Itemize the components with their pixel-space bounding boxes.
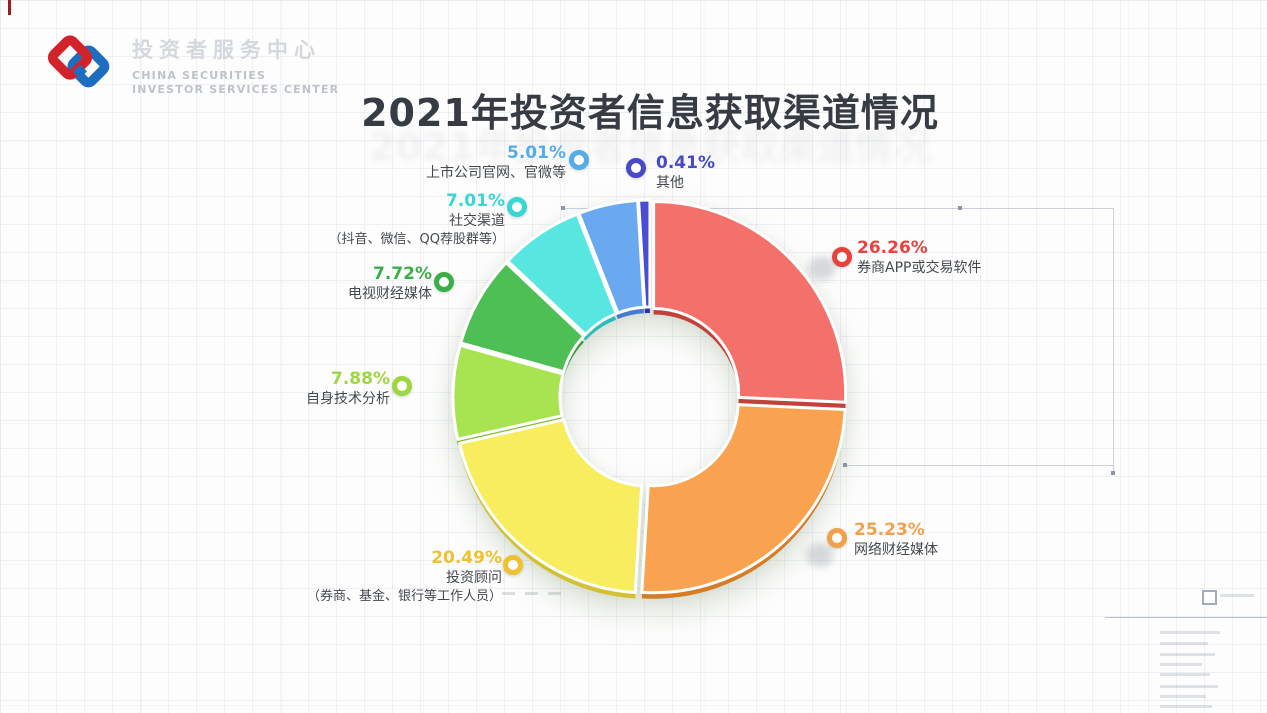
ghost-text-bar bbox=[1160, 705, 1212, 708]
ghost-dash bbox=[525, 592, 538, 595]
ghost-dash bbox=[502, 592, 515, 595]
guide-line-v1 bbox=[1113, 208, 1114, 473]
guide-line-h2 bbox=[845, 465, 1113, 466]
ghost-text-bar bbox=[1160, 685, 1218, 688]
slice-0 bbox=[652, 200, 848, 404]
slice-marker-3 bbox=[392, 376, 412, 396]
ghost-text-bar bbox=[1160, 631, 1220, 634]
brand: 投资者服务中心 CHINA SECURITIES INVESTOR SERVIC… bbox=[38, 28, 339, 100]
corner-tick bbox=[8, 0, 11, 15]
ghost-checkbox bbox=[1202, 590, 1217, 605]
brand-en-line1: CHINA SECURITIES bbox=[132, 69, 267, 82]
guide-dot bbox=[1111, 471, 1115, 475]
ghost-text-bar bbox=[1160, 653, 1215, 656]
guide-line-h1 bbox=[563, 208, 1113, 209]
slice-name: 自身技术分析 bbox=[306, 391, 390, 407]
ghost-text-bar bbox=[1160, 663, 1202, 666]
brand-logo-icon bbox=[47, 35, 110, 88]
ghost-text-bar bbox=[1160, 642, 1208, 645]
page-title-ghost: 2021年投资者信息获取渠道情况 bbox=[369, 125, 931, 169]
slice-label-3: 7.88% 自身技术分析 bbox=[306, 369, 390, 409]
ghost-text-bar bbox=[1220, 594, 1254, 597]
brand-text: 投资者服务中心 CHINA SECURITIES INVESTOR SERVIC… bbox=[132, 28, 339, 97]
brand-name-cn: 投资者服务中心 bbox=[132, 38, 321, 62]
brand-en-line2: INVESTOR SERVICES CENTER bbox=[132, 83, 340, 96]
slice-percent: 7.88% bbox=[331, 369, 390, 389]
ghost-text-bar bbox=[1160, 695, 1206, 698]
ghost-text-bar bbox=[1160, 673, 1210, 676]
slice-2 bbox=[458, 418, 644, 594]
donut-chart bbox=[451, 198, 848, 599]
page-title: 2021年投资者信息获取渠道情况 bbox=[361, 91, 939, 135]
guide-dot bbox=[843, 463, 847, 467]
guide-line-h3 bbox=[1105, 617, 1267, 618]
slice-4 bbox=[459, 261, 586, 374]
ghost-dash bbox=[548, 592, 561, 595]
ghost-blob bbox=[808, 256, 836, 280]
brand-name-en: CHINA SECURITIES INVESTOR SERVICES CENTE… bbox=[132, 69, 339, 97]
slice-7 bbox=[637, 198, 652, 309]
slice-5 bbox=[506, 212, 618, 336]
guide-dot bbox=[561, 206, 565, 210]
slice-3 bbox=[451, 343, 565, 441]
guide-dot bbox=[958, 206, 962, 210]
slice-1 bbox=[640, 403, 847, 595]
